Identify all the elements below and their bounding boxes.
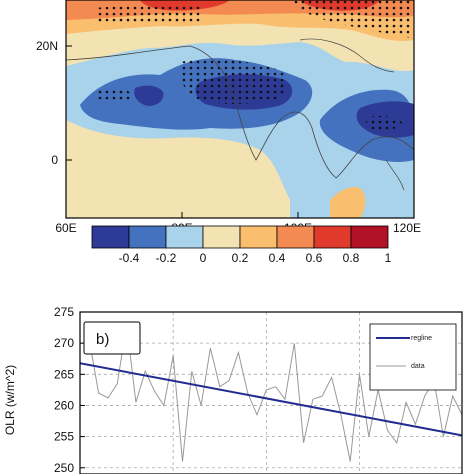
y-axis-label: OLR (w/m^2) bbox=[3, 365, 17, 435]
contour-field bbox=[66, 0, 414, 218]
colorbar-label: 1 bbox=[385, 251, 392, 265]
significance-stipple bbox=[178, 59, 287, 104]
x-tick-label: 60E bbox=[55, 221, 76, 235]
colorbar-swatch bbox=[350, 225, 389, 249]
colorbar-swatch bbox=[165, 225, 204, 249]
contour-level-neg0.4 bbox=[134, 85, 164, 106]
y-tick-label: 0 bbox=[51, 153, 58, 167]
y-tick-label: 250 bbox=[54, 461, 74, 474]
y-tick-label: 260 bbox=[54, 398, 74, 412]
colorbar-label: 0.2 bbox=[232, 251, 249, 265]
panel-label-box bbox=[83, 321, 141, 355]
map-panel: 20N 0 60E 80E 100E 120E -0.4-0.200.20.40… bbox=[36, 0, 421, 265]
colorbar-label: -0.4 bbox=[119, 251, 140, 265]
colorbar-swatch bbox=[128, 225, 167, 249]
legend: regline data bbox=[369, 323, 457, 391]
regline-series-line bbox=[80, 362, 462, 437]
colorbar-swatch bbox=[239, 225, 278, 249]
data-series-line bbox=[88, 324, 462, 462]
y-tick-label: 20N bbox=[36, 39, 58, 53]
colorbar-swatch bbox=[276, 225, 315, 249]
significance-stipple bbox=[95, 4, 200, 24]
legend-regline-label: regline bbox=[411, 335, 432, 342]
colorbar-label: -0.2 bbox=[156, 251, 177, 265]
plot-frame bbox=[79, 311, 463, 474]
colorbar-label: 0.4 bbox=[269, 251, 286, 265]
colorbar-swatch bbox=[313, 225, 352, 249]
colorbar-swatch bbox=[91, 225, 130, 249]
significance-stipple bbox=[98, 88, 134, 103]
coastline bbox=[66, 45, 414, 179]
x-tick-label: 120E bbox=[393, 221, 421, 235]
coastline bbox=[299, 38, 395, 73]
colorbar-label: 0.8 bbox=[343, 251, 360, 265]
significance-stipple bbox=[365, 116, 404, 131]
significance-stipple bbox=[290, 0, 414, 38]
y-tick-label: 275 bbox=[54, 305, 74, 319]
coastline bbox=[385, 159, 405, 191]
y-axis-ticks: 275 270 265 260 255 250 bbox=[54, 305, 85, 474]
legend-data-label: data bbox=[411, 363, 425, 370]
legend-box bbox=[369, 323, 457, 391]
colorbar-label: 0.6 bbox=[306, 251, 323, 265]
panel-label: b) bbox=[96, 331, 109, 348]
colorbar-label: 0 bbox=[200, 251, 207, 265]
y-tick-label: 265 bbox=[54, 367, 74, 381]
map-frame bbox=[65, 0, 415, 219]
line-panel: 275 270 265 260 255 250 b) OLR (w/m^2) reglin… bbox=[3, 305, 463, 474]
contour-level-0.2 bbox=[66, 120, 290, 218]
colorbar: -0.4 -0.2 0 0.2 0.4 0.6 0.8 1 bbox=[91, 225, 392, 265]
contour-level-0.4 bbox=[330, 187, 366, 218]
y-tick-label: 255 bbox=[54, 430, 74, 444]
y-tick-label: 270 bbox=[54, 336, 74, 350]
colorbar-swatch bbox=[202, 225, 241, 249]
